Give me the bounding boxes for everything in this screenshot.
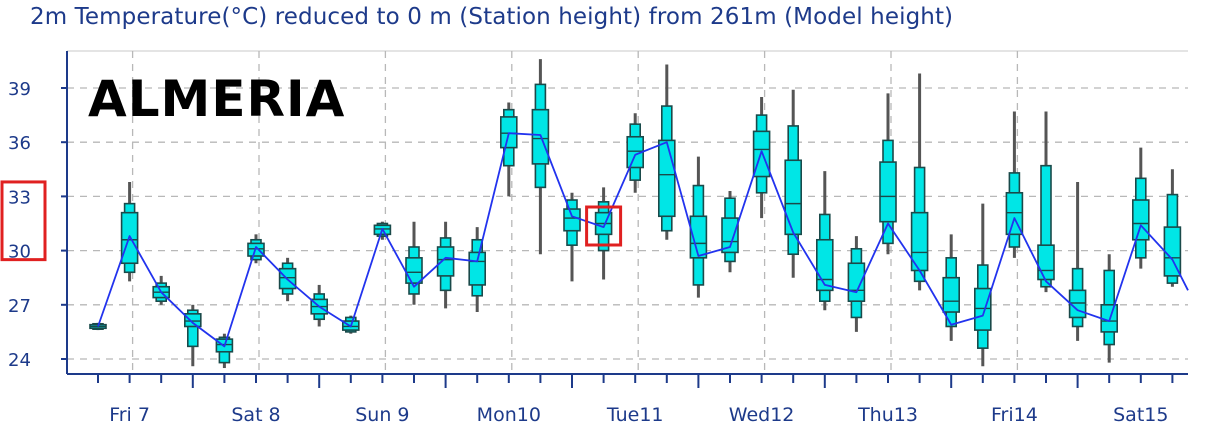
y-tick-label: 30 [8, 242, 31, 263]
inner-box [436, 246, 455, 277]
inner-box [1037, 244, 1055, 281]
chart-title: 2m Temperature(°C) reduced to 0 m (Stati… [30, 4, 954, 30]
x-day-label: Fri14 [991, 404, 1038, 426]
axis-layer: 24 27 30 33 36 39 Fri 7 Sat 8 Sun 9 Mon10 Tue11 Wed… [8, 51, 1188, 426]
x-day-label: Thu13 [857, 404, 918, 426]
y-tick-label: 33 [8, 187, 31, 208]
x-day-label: Sat 8 [231, 404, 280, 426]
x-day-label: Tue11 [606, 404, 664, 426]
box-layer [89, 83, 1182, 364]
inner-box [1163, 226, 1182, 277]
inner-box [847, 262, 866, 302]
mean-line [97, 132, 1189, 348]
x-day-label: Wed12 [729, 404, 795, 426]
inner-box [1132, 199, 1150, 241]
y-tick-label: 36 [8, 133, 31, 154]
highlight-layer [0, 180, 623, 262]
inner-box [815, 238, 834, 292]
inner-box [942, 276, 961, 313]
x-day-label: Fri 7 [109, 404, 150, 426]
outer-box [1040, 164, 1052, 288]
box-highlight [585, 205, 623, 247]
y-axis-highlight-box [0, 180, 47, 262]
inner-box [721, 217, 739, 254]
x-day-label: Mon10 [477, 404, 541, 426]
inner-box [499, 116, 518, 149]
mean-line-layer [97, 132, 1189, 348]
inner-box [973, 287, 992, 331]
x-day-label: Sat15 [1113, 404, 1168, 426]
inner-box [879, 161, 897, 223]
inner-box [184, 313, 202, 328]
inner-box [784, 159, 803, 236]
y-tick-label: 39 [8, 79, 31, 100]
y-tick-label: 24 [8, 350, 31, 371]
inner-box [1005, 191, 1024, 236]
station-label: ALMERIA [88, 70, 345, 128]
outer-box [187, 309, 199, 348]
inner-box [563, 208, 581, 232]
y-tick-label: 27 [8, 296, 31, 317]
inner-box [689, 215, 708, 259]
inner-box [405, 257, 423, 284]
inner-box [468, 251, 487, 286]
x-day-label: Sun 9 [355, 404, 409, 426]
inner-box [657, 139, 676, 218]
